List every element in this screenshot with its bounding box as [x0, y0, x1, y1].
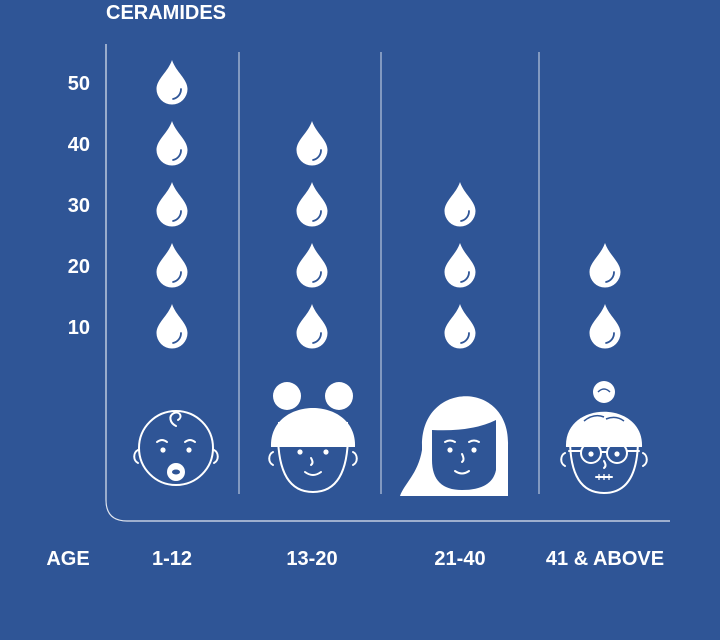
- elderly-woman-face-icon: [560, 381, 648, 495]
- drop-mark: [296, 182, 328, 227]
- x-tick-label: 1-12: [152, 548, 192, 570]
- drop-mark: [589, 304, 621, 349]
- drop-mark: [296, 121, 328, 166]
- drop-mark: [444, 243, 476, 288]
- drop-mark: [589, 243, 621, 288]
- woman-face-icon: [400, 396, 509, 496]
- x-tick-label: 41 & ABOVE: [546, 548, 664, 570]
- y-tick-labels: 10 20 30 40 50: [68, 73, 90, 339]
- drop-marks: [156, 60, 621, 349]
- girl-face-icon: [268, 382, 358, 494]
- baby-face-icon: [133, 410, 219, 486]
- x-axis-label: AGE: [46, 548, 89, 570]
- x-tick-label: 13-20: [286, 548, 337, 570]
- drop-mark: [156, 304, 188, 349]
- axes: [105, 44, 670, 522]
- chart-title: CERAMIDES: [106, 2, 226, 24]
- y-tick-label: 20: [68, 256, 90, 278]
- y-tick-label: 40: [68, 134, 90, 156]
- category-icons: [133, 381, 648, 496]
- drop-mark: [156, 243, 188, 288]
- drop-mark: [156, 182, 188, 227]
- x-tick-labels: 1-12 13-20 21-40 41 & ABOVE: [152, 548, 664, 570]
- y-tick-label: 30: [68, 195, 90, 217]
- x-tick-label: 21-40: [434, 548, 485, 570]
- y-tick-label: 50: [68, 73, 90, 95]
- drop-mark: [444, 182, 476, 227]
- axis-line: [105, 44, 670, 522]
- drop-mark: [296, 304, 328, 349]
- y-tick-label: 10: [68, 317, 90, 339]
- drop-mark: [296, 243, 328, 288]
- drop-mark: [156, 121, 188, 166]
- drop-mark: [444, 304, 476, 349]
- drop-mark: [156, 60, 188, 105]
